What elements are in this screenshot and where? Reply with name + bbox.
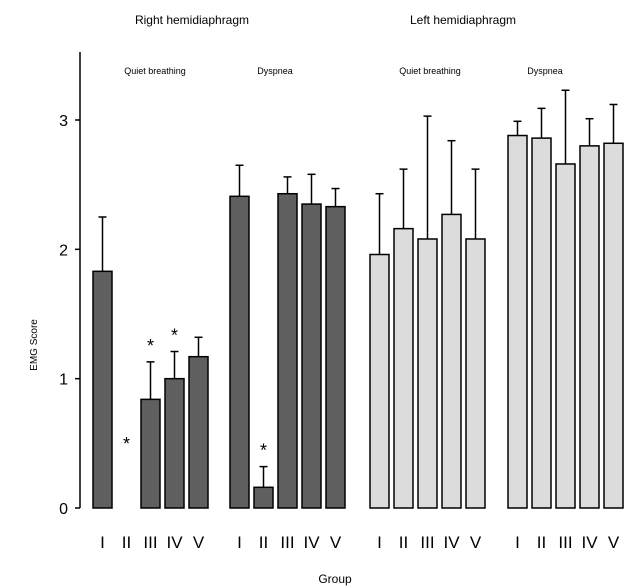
bar: [325, 205, 346, 509]
category-label: I: [377, 533, 382, 552]
bar: [417, 238, 438, 509]
bar: [369, 253, 390, 509]
category-label: III: [143, 533, 157, 552]
bar: [555, 163, 576, 509]
y-tick-label: 2: [59, 242, 68, 259]
bar: [465, 238, 486, 509]
significance-marker: *: [171, 326, 178, 346]
bar: [393, 227, 414, 509]
bar: [253, 486, 274, 509]
condition-label: Dyspnea: [257, 66, 293, 76]
category-label: IV: [166, 533, 183, 552]
category-label: V: [330, 533, 342, 552]
y-tick-label: 3: [59, 113, 68, 130]
significance-marker: *: [260, 441, 267, 461]
y-axis-label: EMG Score: [29, 319, 40, 371]
bar: [441, 213, 462, 509]
category-label: IV: [303, 533, 320, 552]
bar: [507, 134, 528, 509]
bar: [229, 195, 250, 509]
bar: [277, 192, 298, 509]
y-tick-label: 1: [59, 372, 68, 389]
category-label: IV: [443, 533, 460, 552]
category-label: III: [420, 533, 434, 552]
condition-label: Quiet breathing: [124, 66, 186, 76]
category-label: V: [470, 533, 482, 552]
bar: [531, 137, 552, 509]
category-label: III: [280, 533, 294, 552]
category-label: II: [259, 533, 268, 552]
bar: [140, 398, 161, 509]
y-tick-label: 0: [59, 501, 68, 518]
category-label: II: [537, 533, 546, 552]
category-label: V: [608, 533, 620, 552]
condition-label: Dyspnea: [527, 66, 563, 76]
category-label: II: [399, 533, 408, 552]
significance-marker: *: [123, 434, 130, 454]
category-label: III: [558, 533, 572, 552]
category-label: II: [122, 533, 131, 552]
bar: [164, 377, 185, 509]
side-title: Left hemidiaphragm: [410, 13, 516, 27]
significance-marker: *: [147, 336, 154, 356]
category-label: IV: [581, 533, 598, 552]
bar: [188, 355, 209, 509]
category-label: I: [515, 533, 520, 552]
category-label: I: [237, 533, 242, 552]
category-label: I: [100, 533, 105, 552]
condition-label: Quiet breathing: [399, 66, 461, 76]
bar: [92, 270, 113, 509]
category-label: V: [193, 533, 205, 552]
bar: [301, 203, 322, 509]
bar: [603, 142, 624, 509]
x-axis-label: Group: [318, 572, 352, 586]
side-title: Right hemidiaphragm: [135, 13, 249, 27]
bar: [579, 145, 600, 509]
